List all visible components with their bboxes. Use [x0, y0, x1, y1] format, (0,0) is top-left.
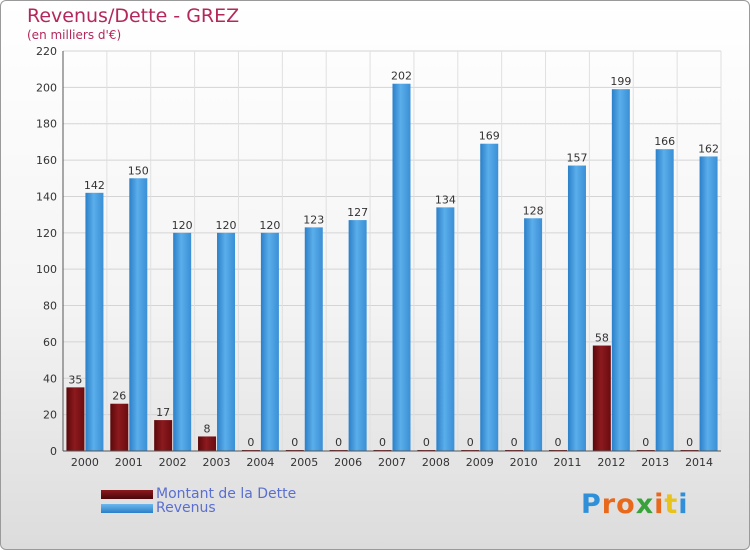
x-tick-label: 2011 [553, 456, 581, 469]
bar-dette-2012 [592, 345, 611, 451]
bar-dette-2001 [110, 403, 129, 451]
data-label-revenus-2009: 169 [479, 130, 500, 143]
proxiti-logo: Proxiti [581, 489, 689, 520]
legend-swatch-debt [101, 490, 153, 499]
bar-revenus-2004 [260, 232, 279, 451]
x-tick-label: 2014 [685, 456, 713, 469]
bar-revenus-2010 [524, 218, 543, 451]
data-label-dette-2005: 0 [291, 436, 298, 449]
data-label-revenus-2001: 150 [128, 164, 149, 177]
y-tick-label: 140 [36, 190, 57, 203]
x-tick-label: 2002 [159, 456, 187, 469]
logo-letter: i [654, 489, 665, 520]
data-label-revenus-2011: 157 [566, 152, 587, 165]
bar-revenus-2003 [217, 232, 236, 451]
bar-revenus-2007 [392, 83, 411, 452]
logo-letter: t [664, 489, 679, 520]
data-label-revenus-2014: 162 [698, 142, 719, 155]
data-label-dette-2010: 0 [511, 436, 518, 449]
bar-revenus-2000 [85, 192, 104, 451]
data-label-revenus-2004: 120 [259, 219, 280, 232]
y-tick-label: 40 [43, 372, 57, 385]
y-tick-label: 120 [36, 227, 57, 240]
logo-letter: P [581, 489, 602, 520]
bar-dette-2003 [198, 436, 217, 451]
x-tick-label: 2009 [466, 456, 494, 469]
bar-revenus-2008 [436, 207, 455, 451]
data-label-dette-2011: 0 [554, 436, 561, 449]
data-label-revenus-2007: 202 [391, 70, 412, 83]
data-label-revenus-2013: 166 [654, 135, 675, 148]
x-tick-label: 2001 [115, 456, 143, 469]
logo-letter: r [601, 489, 617, 520]
bar-revenus-2011 [567, 165, 586, 451]
data-label-dette-2008: 0 [423, 436, 430, 449]
data-label-dette-2000: 35 [68, 373, 82, 386]
legend-label-debt: Montant de la Dette [156, 486, 297, 502]
y-tick-label: 60 [43, 336, 57, 349]
data-label-revenus-2002: 120 [172, 219, 193, 232]
data-label-revenus-2000: 142 [84, 179, 105, 192]
legend-swatch-revenus [101, 504, 153, 513]
data-label-dette-2001: 26 [112, 390, 126, 403]
data-label-dette-2003: 8 [204, 422, 211, 435]
x-tick-label: 2010 [510, 456, 538, 469]
y-tick-label: 80 [43, 300, 57, 313]
data-label-revenus-2005: 123 [303, 213, 324, 226]
chart-subtitle: (en milliers d'€) [27, 28, 122, 42]
x-tick-label: 2007 [378, 456, 406, 469]
data-label-dette-2007: 0 [379, 436, 386, 449]
y-tick-label: 0 [50, 445, 57, 458]
x-tick-label: 2005 [290, 456, 318, 469]
x-tick-label: 2003 [203, 456, 231, 469]
data-label-revenus-2008: 134 [435, 193, 456, 206]
x-tick-label: 2000 [71, 456, 99, 469]
data-label-dette-2013: 0 [642, 436, 649, 449]
logo-letter: o [616, 489, 636, 520]
y-tick-label: 160 [36, 154, 57, 167]
data-label-revenus-2003: 120 [216, 219, 237, 232]
data-label-revenus-2012: 199 [610, 75, 631, 88]
data-label-revenus-2010: 128 [523, 204, 544, 217]
x-tick-label: 2013 [641, 456, 669, 469]
y-tick-label: 100 [36, 263, 57, 276]
x-tick-label: 2012 [597, 456, 625, 469]
logo-letter: x [635, 489, 655, 520]
data-label-revenus-2006: 127 [347, 206, 368, 219]
data-label-dette-2002: 17 [156, 406, 170, 419]
x-tick-label: 2008 [422, 456, 450, 469]
x-tick-label: 2006 [334, 456, 362, 469]
bar-dette-2000 [66, 387, 85, 451]
bar-revenus-2013 [655, 149, 674, 451]
data-label-dette-2009: 0 [467, 436, 474, 449]
x-tick-label: 2004 [246, 456, 274, 469]
bar-revenus-2005 [304, 227, 323, 451]
y-tick-label: 220 [36, 45, 57, 58]
data-label-dette-2012: 58 [595, 332, 609, 345]
y-tick-label: 180 [36, 118, 57, 131]
bar-revenus-2009 [480, 143, 499, 451]
bar-dette-2002 [154, 420, 173, 451]
chart-title: Revenus/Dette - GREZ [27, 5, 240, 27]
y-tick-label: 20 [43, 409, 57, 422]
bar-revenus-2001 [129, 178, 148, 452]
data-label-dette-2004: 0 [247, 436, 254, 449]
bar-revenus-2012 [611, 89, 630, 451]
logo-letter: i [678, 489, 689, 520]
bar-revenus-2002 [173, 232, 192, 451]
data-label-dette-2006: 0 [335, 436, 342, 449]
y-tick-label: 200 [36, 81, 57, 94]
data-label-dette-2014: 0 [686, 436, 693, 449]
bar-revenus-2014 [699, 156, 718, 452]
legend-label-revenus: Revenus [156, 500, 216, 516]
bar-revenus-2006 [348, 220, 367, 451]
